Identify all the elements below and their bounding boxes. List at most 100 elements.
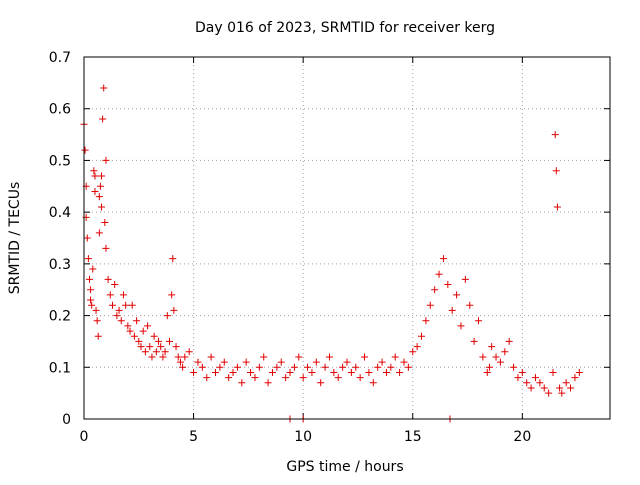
y-tick-label: 0.5	[49, 153, 71, 169]
data-point	[488, 343, 496, 351]
y-tick-label: 0.4	[49, 205, 71, 221]
data-point	[439, 255, 447, 263]
chart-title: Day 016 of 2023, SRMTID for receiver ker…	[195, 20, 495, 36]
data-point	[170, 306, 178, 314]
data-point	[492, 353, 500, 361]
data-point	[229, 368, 237, 376]
data-point	[435, 270, 443, 278]
data-point	[404, 363, 412, 371]
data-point	[144, 322, 152, 330]
data-point	[135, 337, 143, 345]
data-point	[216, 363, 224, 371]
y-axis-label: SRMTID / TECUs	[7, 182, 23, 295]
data-point	[483, 368, 491, 376]
data-point	[99, 115, 107, 123]
data-point	[531, 374, 539, 382]
data-point	[551, 131, 559, 139]
x-tick-label: 10	[294, 429, 312, 445]
data-point	[87, 296, 95, 304]
data-point	[277, 358, 285, 366]
x-tick-label: 15	[404, 429, 422, 445]
data-point	[540, 384, 548, 392]
data-point	[545, 389, 553, 397]
data-point	[575, 368, 583, 376]
data-point	[523, 379, 531, 387]
data-point	[553, 203, 561, 211]
data-point	[81, 146, 89, 154]
data-point	[225, 374, 233, 382]
data-point	[330, 368, 338, 376]
data-point	[233, 363, 241, 371]
data-point	[87, 286, 95, 294]
data-point	[242, 358, 250, 366]
data-point	[122, 301, 130, 309]
data-point	[343, 358, 351, 366]
data-point	[518, 368, 526, 376]
data-point	[413, 343, 421, 351]
data-point	[286, 368, 294, 376]
data-point	[133, 317, 141, 325]
data-point	[485, 363, 493, 371]
data-point	[251, 374, 259, 382]
data-point	[308, 368, 316, 376]
data-point	[374, 363, 382, 371]
data-point	[198, 363, 206, 371]
data-point	[321, 363, 329, 371]
y-tick-label: 0	[62, 412, 71, 428]
data-point	[159, 353, 167, 361]
data-point	[220, 358, 228, 366]
data-point	[312, 358, 320, 366]
data-point	[100, 84, 108, 92]
data-point	[91, 172, 99, 180]
data-point	[95, 193, 103, 201]
data-point	[165, 337, 173, 345]
data-point	[130, 332, 138, 340]
data-point	[88, 301, 96, 309]
data-point	[453, 291, 461, 299]
data-point	[98, 203, 106, 211]
data-point	[282, 374, 290, 382]
data-point	[571, 374, 579, 382]
data-point	[104, 275, 112, 283]
data-point	[172, 343, 180, 351]
data-point	[475, 317, 482, 325]
data-point	[90, 167, 98, 175]
data-point	[448, 306, 456, 314]
data-point	[295, 353, 303, 361]
data-point	[418, 332, 426, 340]
data-point	[194, 358, 202, 366]
data-point	[95, 229, 103, 237]
data-point	[106, 291, 114, 299]
data-point	[378, 358, 386, 366]
data-point	[247, 368, 255, 376]
data-point	[93, 317, 101, 325]
data-point	[536, 379, 544, 387]
x-axis-label: GPS time / hours	[286, 459, 403, 475]
tick-layer: 0 5 10 15 20 0 0.1 0.2 0.3 0.4 0.5 0.6 0.7	[49, 50, 610, 445]
y-tick-label: 0.2	[49, 309, 71, 325]
data-point	[391, 353, 399, 361]
data-point	[505, 337, 513, 345]
data-point	[396, 368, 404, 376]
data-point	[347, 368, 355, 376]
data-point	[387, 363, 395, 371]
data-point	[91, 187, 99, 195]
data-point	[128, 301, 136, 309]
data-point	[299, 374, 307, 382]
y-tick-label: 0.1	[49, 360, 71, 376]
data-point	[339, 363, 347, 371]
data-point	[161, 348, 169, 356]
x-tick-label: 20	[513, 429, 531, 445]
data-point	[108, 301, 116, 309]
data-point	[115, 306, 123, 314]
data-point	[567, 384, 575, 392]
data-point	[514, 374, 522, 382]
data-point	[94, 332, 102, 340]
data-point	[83, 234, 91, 242]
data-point	[317, 379, 325, 387]
grid-layer	[84, 57, 610, 419]
data-point	[207, 353, 215, 361]
data-point	[556, 384, 564, 392]
